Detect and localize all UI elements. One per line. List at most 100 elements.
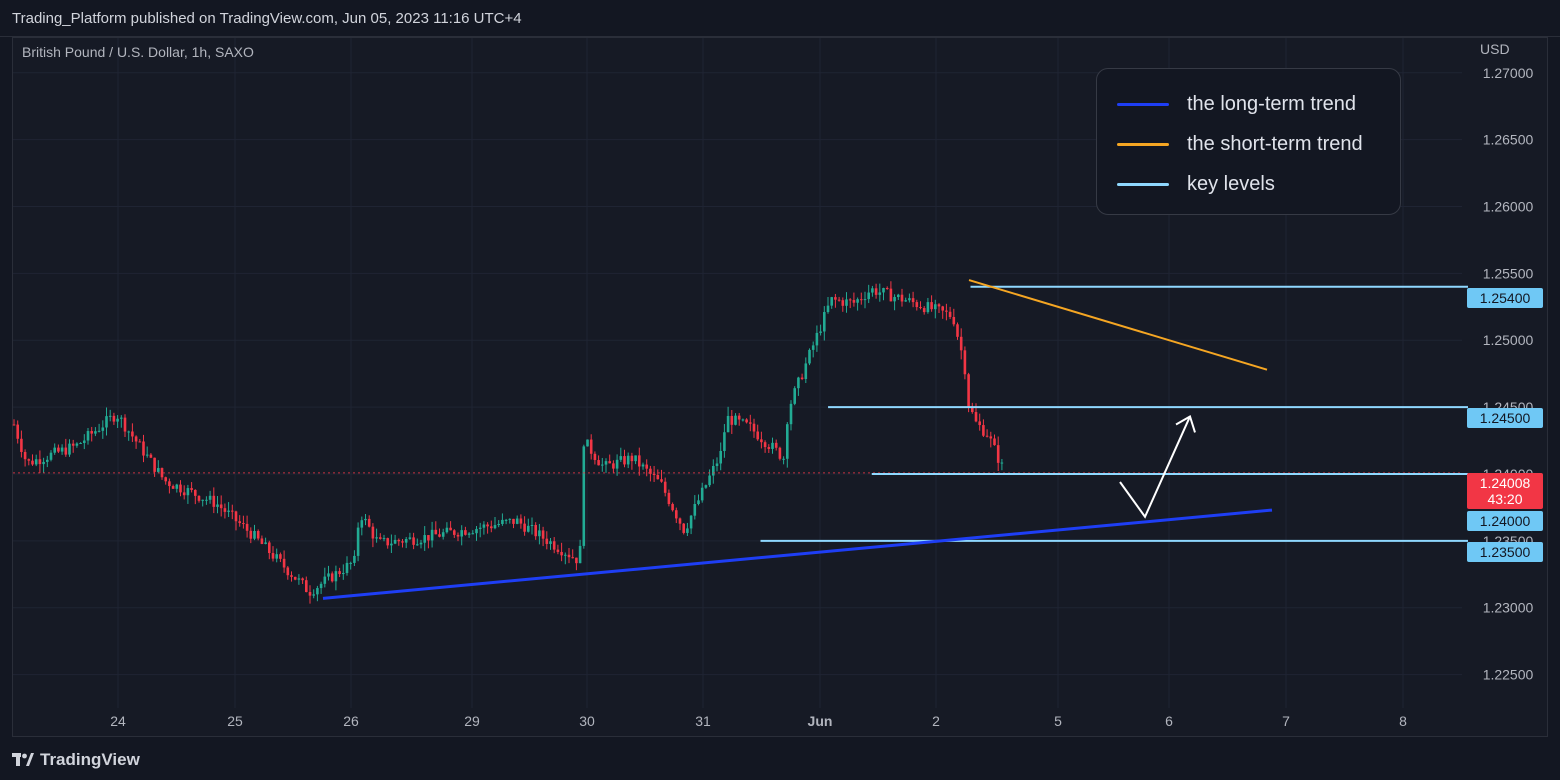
- candle-body: [911, 298, 915, 303]
- candle-body: [342, 572, 345, 575]
- candle-body: [53, 447, 56, 453]
- candle-body: [985, 435, 989, 437]
- candle-body: [441, 532, 445, 537]
- candle-body: [490, 526, 493, 529]
- candle-body: [90, 431, 93, 434]
- x-tick-label: 5: [1054, 713, 1062, 729]
- candle-body: [290, 575, 293, 577]
- candle-body: [219, 504, 223, 509]
- x-tick-label: 29: [464, 713, 480, 729]
- candle-body: [486, 524, 489, 527]
- candle-body: [989, 436, 993, 439]
- candle-body: [20, 438, 23, 452]
- candle-body: [538, 530, 541, 537]
- candle-body: [830, 297, 833, 306]
- last-price-value: 1.24008: [1479, 475, 1531, 491]
- candle-body: [571, 557, 574, 559]
- candle-body: [575, 557, 578, 564]
- candle-body: [478, 527, 482, 529]
- candle-body: [134, 436, 138, 442]
- candle-body: [153, 457, 156, 472]
- candle-body: [793, 388, 796, 404]
- candle-body: [60, 447, 64, 452]
- candle-body: [700, 487, 704, 501]
- candle-body: [871, 288, 874, 293]
- candle-body: [375, 537, 378, 539]
- candle-body: [216, 504, 219, 507]
- candle-body: [945, 310, 948, 312]
- candle-body: [852, 300, 856, 303]
- candle-body: [208, 495, 212, 500]
- candle-body: [464, 530, 467, 535]
- candle-body: [497, 523, 500, 526]
- legend-item-long-term: the long-term trend: [1117, 91, 1356, 117]
- candle-body: [316, 588, 319, 595]
- candle-body: [127, 431, 130, 433]
- x-tick-label: 24: [110, 713, 126, 729]
- candle-body: [863, 299, 867, 301]
- candle-body: [786, 424, 789, 459]
- candle-body: [393, 539, 397, 544]
- candle-body: [564, 554, 567, 556]
- candle-body: [249, 530, 253, 539]
- candle-body: [993, 438, 996, 446]
- candle-body: [212, 495, 216, 507]
- candle-body: [293, 576, 297, 580]
- candle-body: [168, 481, 171, 487]
- candle-body: [475, 528, 478, 534]
- tradingview-logo-icon: [12, 753, 34, 766]
- candle-body: [116, 418, 119, 422]
- candle-body: [597, 460, 600, 466]
- candle-body: [860, 299, 863, 301]
- candle-body: [467, 533, 471, 535]
- candle-body: [756, 431, 759, 440]
- candle-body: [201, 499, 204, 501]
- candle-body: [789, 403, 793, 425]
- candle-body: [419, 542, 423, 545]
- candle-body: [638, 455, 641, 467]
- candle-body: [268, 542, 271, 554]
- candle-body: [778, 447, 782, 459]
- candle-body: [926, 302, 930, 313]
- x-tick-label: 6: [1165, 713, 1173, 729]
- candle-countdown: 43:20: [1487, 491, 1523, 507]
- candle-body: [416, 544, 419, 546]
- candle-body: [430, 529, 434, 541]
- candle-body: [27, 459, 31, 461]
- candle-body: [630, 455, 634, 462]
- candle-body: [897, 294, 900, 298]
- long-term-trendline: [322, 508, 1273, 600]
- candle-body: [379, 537, 382, 539]
- y-tick-label: 1.23000: [1483, 600, 1534, 616]
- legend-label-key-levels: key levels: [1187, 172, 1275, 195]
- candle-body: [482, 524, 486, 528]
- candle-body: [523, 523, 526, 532]
- candle-body: [16, 424, 19, 439]
- candle-body: [619, 456, 623, 460]
- candle-body: [404, 538, 408, 543]
- candle-body: [774, 442, 778, 448]
- candle-body: [996, 445, 1000, 463]
- candle-body: [678, 518, 682, 524]
- price-tag-1-235: 1.23500: [1467, 542, 1543, 562]
- candle-body: [797, 377, 800, 389]
- candle-body: [675, 510, 678, 519]
- candle-body: [734, 415, 737, 425]
- candle-body: [242, 523, 245, 525]
- candle-body: [915, 302, 919, 308]
- candle-body: [34, 459, 38, 465]
- candle-body: [71, 443, 75, 446]
- candle-body: [874, 288, 878, 295]
- candle-body: [708, 475, 711, 486]
- candle-body: [397, 539, 401, 542]
- candle-body: [808, 349, 811, 364]
- tradingview-logo[interactable]: TradingView: [12, 750, 140, 770]
- candle-body: [194, 489, 197, 496]
- candle-body: [941, 306, 944, 311]
- candle-body: [626, 455, 630, 465]
- candle-body: [848, 299, 852, 301]
- candle-body: [68, 443, 71, 455]
- x-tick-label: 25: [227, 713, 243, 729]
- candle-body: [456, 534, 460, 537]
